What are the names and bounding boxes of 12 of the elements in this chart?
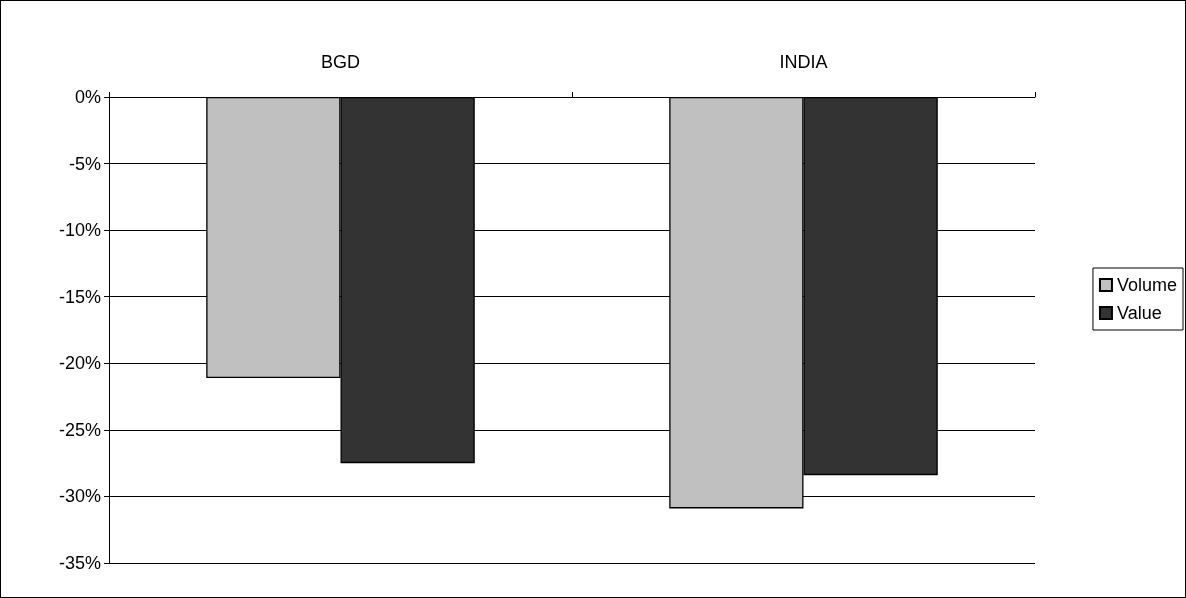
x-tick-label: BGD (320, 52, 361, 72)
legend-label: Volume (1116, 275, 1178, 295)
y-tick-label: -25% (58, 419, 101, 440)
legend-label: Value (1116, 303, 1162, 323)
y-tick-label: -15% (58, 286, 101, 307)
y-tick-label: -30% (58, 486, 101, 507)
y-tick-label: -20% (58, 353, 101, 374)
x-tick-label: INDIA (779, 52, 828, 72)
y-tick-label: -35% (58, 553, 101, 573)
y-tick-label: 0% (74, 87, 101, 107)
y-tick-label: -10% (58, 220, 101, 241)
y-tick-label: -5% (68, 153, 101, 174)
